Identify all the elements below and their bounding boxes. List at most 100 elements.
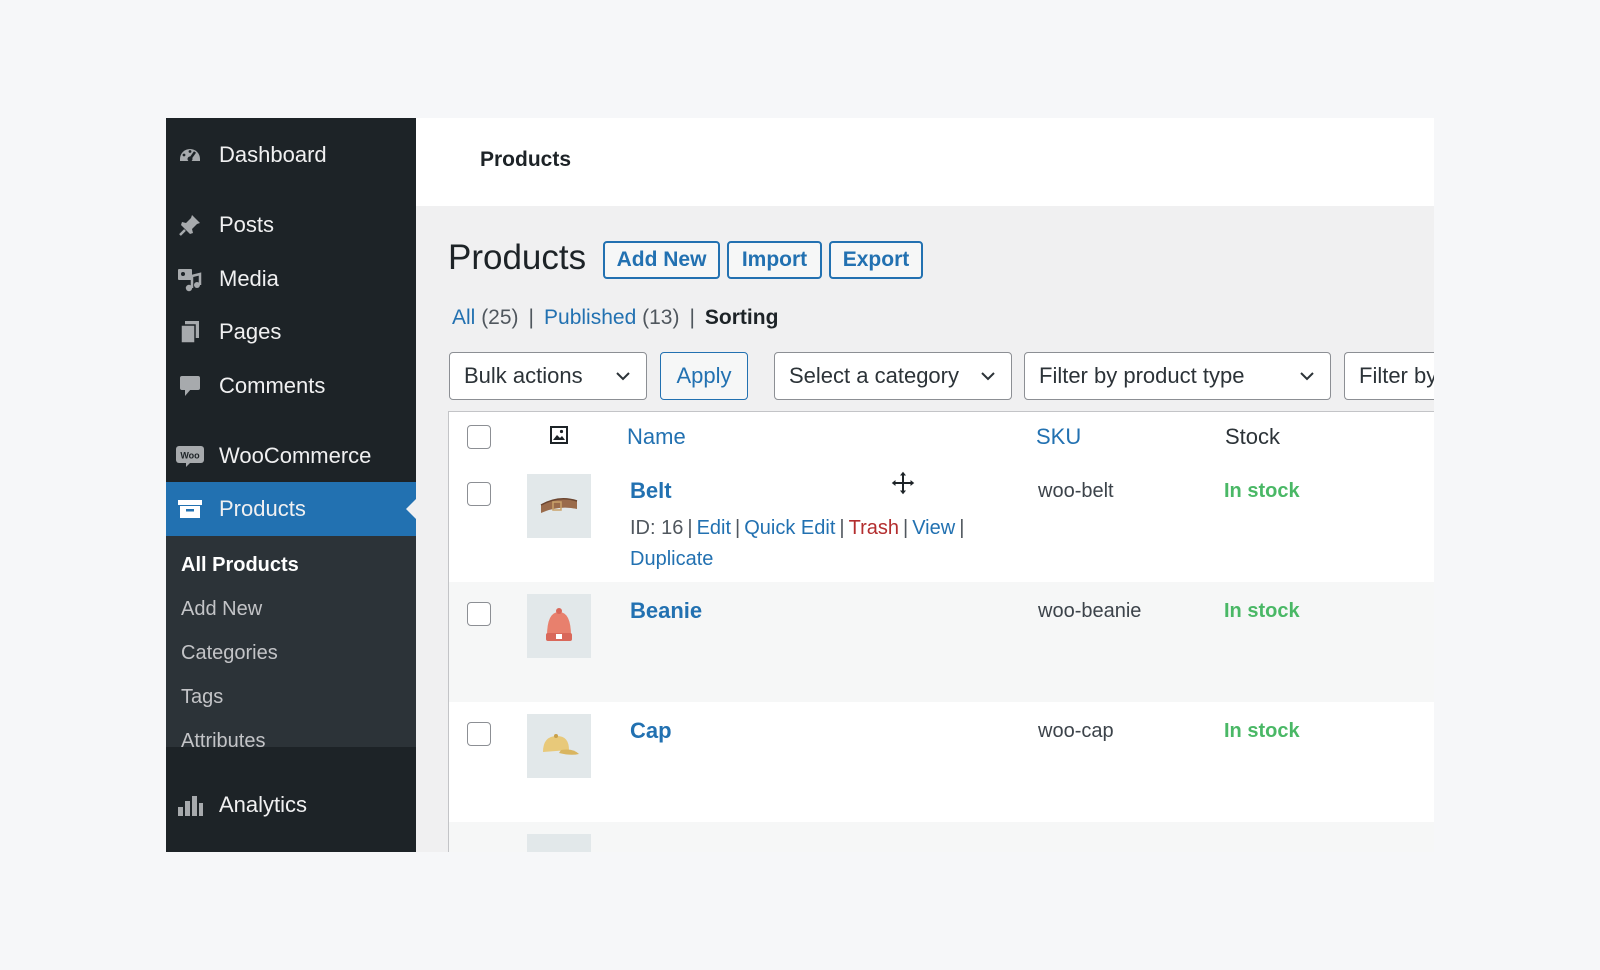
table-header: Name SKU Stock (449, 411, 1434, 463)
sidebar-item-posts[interactable]: Posts (166, 198, 416, 252)
category-select[interactable]: Select a category (774, 352, 1012, 400)
stock-status: In stock (1224, 480, 1300, 502)
sidebar-item-label: Media (219, 266, 279, 291)
beanie-image (546, 608, 572, 641)
submenu-all-products[interactable]: All Products (181, 554, 299, 576)
woo-icon: Woo (175, 441, 205, 471)
wp-admin-window: Dashboard Posts Media Pages Comments (166, 118, 1434, 852)
sidebar-item-pages[interactable]: Pages (166, 305, 416, 359)
product-sku: woo-beanie (1038, 600, 1142, 622)
view-link[interactable]: View (912, 517, 956, 539)
image-column-icon (548, 424, 570, 451)
submenu-categories[interactable]: Categories (181, 642, 278, 664)
row-checkbox[interactable] (467, 482, 491, 506)
sidebar-item-label: Pages (219, 319, 282, 344)
sidebar-item-media[interactable]: Media (166, 252, 416, 306)
stock-status: In stock (1224, 600, 1300, 622)
product-type-value: Filter by product type (1039, 363, 1245, 388)
archive-icon (175, 494, 205, 524)
sidebar-item-label: Analytics (219, 792, 308, 817)
top-header-bar: Products (416, 118, 1434, 206)
stock-status-select[interactable]: Filter by (1344, 352, 1434, 400)
action-separator: | (839, 517, 845, 539)
product-thumbnail[interactable] (527, 474, 591, 538)
sidebar-item-label: WooCommerce (219, 443, 372, 468)
comment-icon (175, 371, 205, 401)
svg-text:Woo: Woo (180, 451, 200, 461)
edit-link[interactable]: Edit (696, 517, 732, 539)
sidebar-item-analytics[interactable]: Analytics (166, 778, 416, 832)
view-separator: | (689, 306, 695, 329)
belt-image (540, 498, 578, 513)
add-new-button[interactable]: Add New (603, 241, 720, 279)
chevron-down-icon (981, 372, 995, 381)
product-sku: woo-cap (1038, 720, 1114, 742)
view-all[interactable]: All (25) (452, 306, 519, 329)
chevron-down-icon (1300, 372, 1314, 381)
sidebar-item-woocommerce[interactable]: Woo WooCommerce (166, 429, 416, 483)
sidebar-item-label: Products (219, 496, 306, 521)
action-separator: | (959, 517, 965, 539)
cap-image (543, 734, 579, 755)
page-title: Products (448, 238, 587, 277)
table-row: Cap woo-cap In stock (449, 702, 1434, 822)
product-thumbnail[interactable] (527, 834, 591, 852)
export-button[interactable]: Export (829, 241, 923, 279)
trash-link[interactable]: Trash (848, 517, 899, 539)
product-thumbnail[interactable] (527, 594, 591, 658)
action-separator: | (902, 517, 909, 539)
apply-button[interactable]: Apply (660, 352, 748, 400)
bulk-actions-select[interactable]: Bulk actions (449, 352, 647, 400)
move-cursor-icon (890, 470, 916, 496)
pages-icon (175, 317, 205, 347)
row-checkbox[interactable] (467, 722, 491, 746)
submenu-add-new[interactable]: Add New (181, 598, 263, 620)
header-title: Products (480, 148, 572, 171)
submenu-tags[interactable]: Tags (181, 686, 224, 708)
bar-chart-icon (175, 790, 205, 820)
media-icon (175, 264, 205, 294)
table-row: Beanie woo-beanie In stock (449, 582, 1434, 702)
product-type-select[interactable]: Filter by product type (1024, 352, 1331, 400)
products-submenu: All Products Add New Categories Tags Att… (166, 536, 416, 752)
pin-icon (175, 210, 205, 240)
table-row: Belt ID: 16 | Edit | Quick Edit | Trash | View | D… (449, 462, 1434, 582)
view-separator: | (528, 306, 535, 329)
column-sku[interactable]: SKU (1036, 424, 1082, 449)
products-table: Name SKU Stock Belt ID: 16 | Edit | Quick Ed… (448, 411, 1434, 852)
table-row (449, 822, 1434, 852)
action-separator: | (687, 517, 693, 539)
row-checkbox[interactable] (467, 602, 491, 626)
product-name-link[interactable]: Belt (630, 478, 672, 503)
product-id: ID: 16 (630, 517, 684, 539)
sidebar-item-label: Comments (219, 373, 326, 398)
sidebar-item-dashboard[interactable]: Dashboard (166, 128, 416, 182)
quick-edit-link[interactable]: Quick Edit (744, 517, 836, 539)
product-sku: woo-belt (1038, 480, 1114, 502)
bulk-actions-value: Bulk actions (464, 363, 583, 388)
sidebar-item-label: Posts (219, 212, 275, 237)
column-stock: Stock (1225, 424, 1281, 449)
chevron-down-icon (616, 372, 630, 381)
duplicate-link[interactable]: Duplicate (630, 548, 714, 570)
select-all-checkbox[interactable] (467, 425, 491, 449)
column-name[interactable]: Name (627, 424, 686, 449)
sidebar-item-label: Dashboard (219, 142, 327, 167)
sidebar-item-products[interactable]: Products (166, 482, 416, 536)
product-name-link[interactable]: Cap (630, 718, 672, 743)
import-button[interactable]: Import (727, 241, 822, 279)
stock-status-value: Filter by (1359, 363, 1434, 388)
row-actions: ID: 16 | Edit | Quick Edit | Trash | View | Duplic… (630, 513, 1010, 575)
product-thumbnail[interactable] (527, 714, 591, 778)
category-value: Select a category (789, 363, 959, 388)
dashboard-icon (175, 140, 205, 170)
view-sorting[interactable]: Sorting (704, 306, 779, 329)
action-separator: | (735, 517, 741, 539)
admin-sidebar: Dashboard Posts Media Pages Comments (166, 118, 416, 852)
stock-status: In stock (1224, 720, 1300, 742)
sidebar-item-comments[interactable]: Comments (166, 359, 416, 413)
product-name-link[interactable]: Beanie (630, 598, 703, 623)
submenu-attributes[interactable]: Attributes (181, 730, 266, 752)
view-published[interactable]: Published (13) (544, 306, 680, 329)
status-views: All (25) | Published (13) | Sorting (452, 306, 778, 330)
